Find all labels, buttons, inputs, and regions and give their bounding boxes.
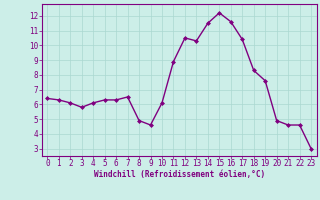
X-axis label: Windchill (Refroidissement éolien,°C): Windchill (Refroidissement éolien,°C) bbox=[94, 170, 265, 179]
